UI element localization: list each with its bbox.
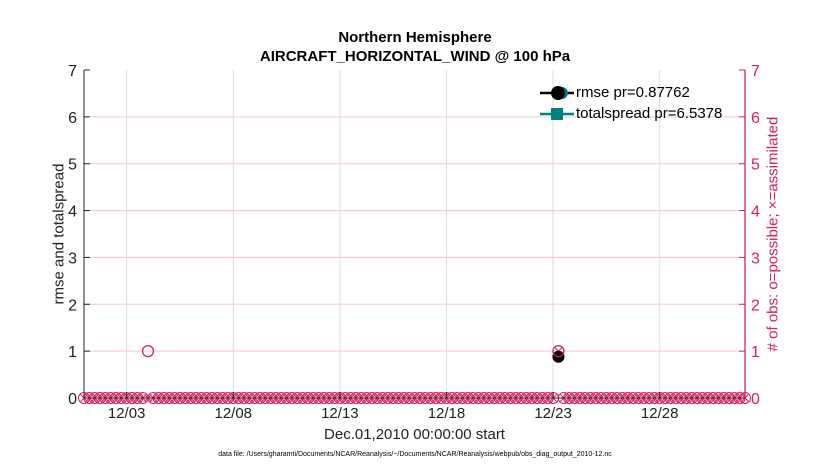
y-tick-label: 1 [68, 344, 77, 361]
y-right-tick-label: 5 [751, 157, 760, 174]
x-tick-label: 12/13 [321, 405, 359, 422]
y-right-tick-label: 4 [751, 204, 760, 221]
chart-subtitle: AIRCRAFT_HORIZONTAL_WIND @ 100 hPa [259, 48, 571, 65]
legend-item-rmse: rmse pr=0.87762 [538, 82, 722, 103]
y-axis-right-label: # of obs: o=possible; ×=assimilated [764, 116, 782, 352]
y-tick-label: 7 [68, 63, 77, 80]
y-axis-label: rmse and totalspread [50, 163, 68, 305]
y-right-tick-label: 6 [751, 110, 760, 127]
chart-title: Northern Hemisphere [338, 29, 492, 46]
legend-label-totalspread: totalspread pr=6.5378 [576, 105, 723, 122]
y-tick-label: 6 [68, 110, 77, 127]
y-tick-label: 2 [68, 297, 77, 314]
y-right-tick-label: 7 [751, 63, 760, 80]
y-right-tick-label: 0 [751, 391, 760, 408]
possible-obs-marker [141, 345, 155, 358]
x-tick-label: 12/28 [641, 405, 679, 422]
legend-totalspread-marker-icon [540, 107, 574, 120]
y-right-tick-label: 3 [751, 250, 760, 267]
possible-obs-marker [552, 345, 565, 358]
x-axis-label: Dec.01,2010 00:00:00 start [324, 426, 505, 443]
y-right-tick-label: 1 [751, 344, 760, 361]
y-tick-label: 3 [68, 250, 77, 267]
legend: rmse pr=0.87762 totalspread pr=6.5378 [538, 82, 722, 124]
y-tick-label: 5 [68, 157, 77, 174]
legend-label-rmse: rmse pr=0.87762 [576, 84, 690, 101]
x-tick-label: 12/18 [428, 405, 466, 422]
x-tick-label: 12/23 [534, 405, 572, 422]
y-right-tick-label: 2 [751, 297, 760, 314]
footnote: data file: /Users/gharamti/Documents/NCA… [218, 451, 612, 458]
legend-rmse-marker-icon [540, 85, 574, 100]
legend-item-totalspread: totalspread pr=6.5378 [538, 103, 722, 124]
y-tick-label: 4 [68, 204, 77, 221]
y-tick-label: 0 [68, 391, 77, 408]
x-tick-label: 12/03 [108, 405, 146, 422]
x-tick-label: 12/08 [214, 405, 252, 422]
